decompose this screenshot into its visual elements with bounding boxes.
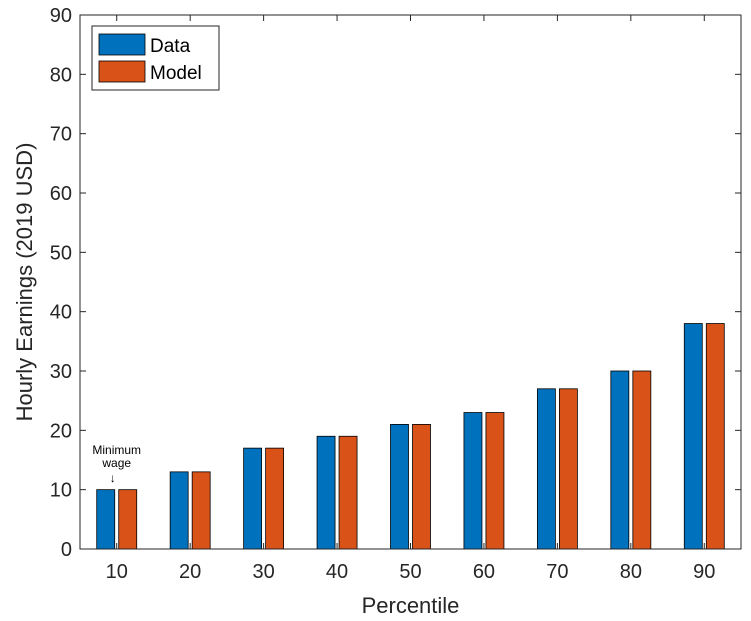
bar-model-10 — [118, 489, 138, 550]
x-tick-label: 80 — [620, 561, 642, 583]
bar-data-80 — [610, 370, 630, 550]
bar-model-20 — [191, 471, 211, 550]
x-axis-label: Percentile — [362, 593, 460, 618]
bar-model-40 — [338, 435, 358, 550]
x-tick-label: 70 — [546, 561, 568, 583]
y-tick-label: 50 — [50, 242, 72, 264]
y-tick-label: 90 — [50, 5, 72, 27]
annotation-line-1: Minimum — [92, 443, 141, 457]
legend-label-model: Model — [150, 63, 202, 84]
y-tick-label: 80 — [50, 64, 72, 86]
bar-model-60 — [485, 412, 505, 550]
bar-model-30 — [265, 447, 285, 550]
chart-marks — [96, 323, 725, 550]
legend-swatch-model — [98, 60, 146, 83]
bar-data-90 — [683, 323, 703, 550]
y-tick-label: 0 — [61, 539, 72, 561]
bar-model-70 — [558, 388, 578, 550]
annotation-line-2: wage — [101, 456, 131, 470]
bar-model-80 — [632, 370, 652, 550]
y-tick-label: 40 — [50, 302, 72, 324]
legend-label-data: Data — [150, 36, 191, 57]
bar-model-50 — [412, 423, 431, 550]
x-tick-label: 20 — [179, 561, 201, 583]
minimum-wage-annotation: Minimum wage ↓ — [92, 443, 141, 485]
x-tick-label: 40 — [326, 561, 348, 583]
y-tick-label: 60 — [50, 183, 72, 205]
x-tick-label: 60 — [473, 561, 495, 583]
bar-data-30 — [243, 447, 263, 550]
bar-data-10 — [96, 489, 116, 550]
bar-data-50 — [390, 423, 409, 550]
x-tick-label: 10 — [106, 561, 128, 583]
down-arrow-icon: ↓ — [110, 471, 116, 485]
y-tick-label: 20 — [50, 420, 72, 442]
y-tick-label: 10 — [50, 480, 72, 502]
y-tick-label: 30 — [50, 361, 72, 383]
bar-model-90 — [705, 323, 725, 550]
x-tick-label: 50 — [399, 561, 421, 583]
y-tick-label: 70 — [50, 124, 72, 146]
bar-data-40 — [316, 435, 336, 550]
bar-data-70 — [536, 388, 556, 550]
bar-data-20 — [169, 471, 189, 550]
y-axis-label: Hourly Earnings (2019 USD) — [12, 143, 37, 422]
x-tick-label: 90 — [693, 561, 715, 583]
axis-ticks: 0 10 20 30 40 50 60 70 80 90 10 20 30 40 50 60 70 80 90 — [50, 5, 741, 583]
x-tick-label: 30 — [252, 561, 274, 583]
bar-data-60 — [463, 412, 483, 550]
legend: Data Model — [91, 25, 220, 91]
legend-swatch-data — [98, 33, 146, 56]
